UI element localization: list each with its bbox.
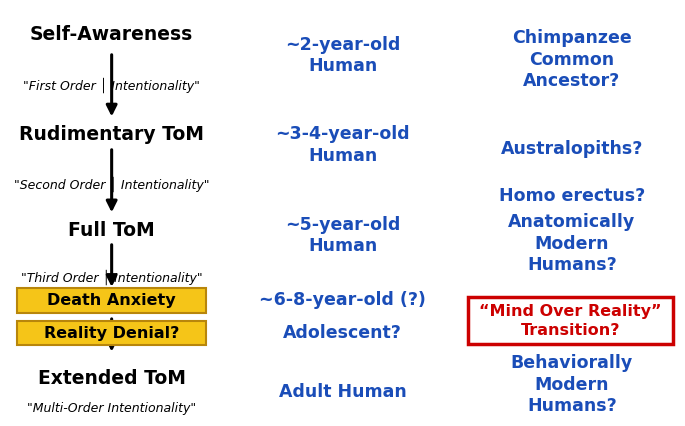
Text: ~2-year-old
Human: ~2-year-old Human — [285, 36, 400, 75]
Text: Behaviorally
Modern
Humans?: Behaviorally Modern Humans? — [511, 354, 633, 415]
Text: Extended ToM: Extended ToM — [38, 369, 186, 388]
FancyBboxPatch shape — [468, 297, 673, 344]
Text: "Multi-Order Intentionality": "Multi-Order Intentionality" — [27, 403, 196, 415]
Text: "Second Order │ Intentionality": "Second Order │ Intentionality" — [14, 176, 210, 192]
Text: Reality Denial?: Reality Denial? — [44, 325, 179, 341]
Text: Full ToM: Full ToM — [68, 221, 155, 239]
Text: Homo erectus?: Homo erectus? — [499, 187, 645, 205]
Text: Self-Awareness: Self-Awareness — [30, 25, 193, 43]
Text: "First Order │ Intentionality": "First Order │ Intentionality" — [23, 78, 200, 93]
Text: “Mind Over Reality”
Transition?: “Mind Over Reality” Transition? — [479, 304, 662, 338]
Text: Adult Human: Adult Human — [279, 383, 406, 401]
Text: Chimpanzee
Common
Ancestor?: Chimpanzee Common Ancestor? — [512, 29, 632, 90]
FancyBboxPatch shape — [17, 288, 205, 313]
Text: Rudimentary ToM: Rudimentary ToM — [19, 125, 204, 144]
FancyBboxPatch shape — [17, 321, 205, 345]
Text: ~6-8-year-old (?): ~6-8-year-old (?) — [259, 291, 426, 309]
Text: "Third Order │ Intentionality": "Third Order │ Intentionality" — [21, 270, 203, 285]
Text: Anatomically
Modern
Humans?: Anatomically Modern Humans? — [508, 213, 636, 274]
Text: ~5-year-old
Human: ~5-year-old Human — [285, 216, 400, 255]
Text: ~3-4-year-old
Human: ~3-4-year-old Human — [275, 125, 410, 164]
Text: Australopiths?: Australopiths? — [501, 140, 643, 158]
Text: Death Anxiety: Death Anxiety — [47, 293, 176, 308]
Text: Adolescent?: Adolescent? — [283, 324, 402, 342]
